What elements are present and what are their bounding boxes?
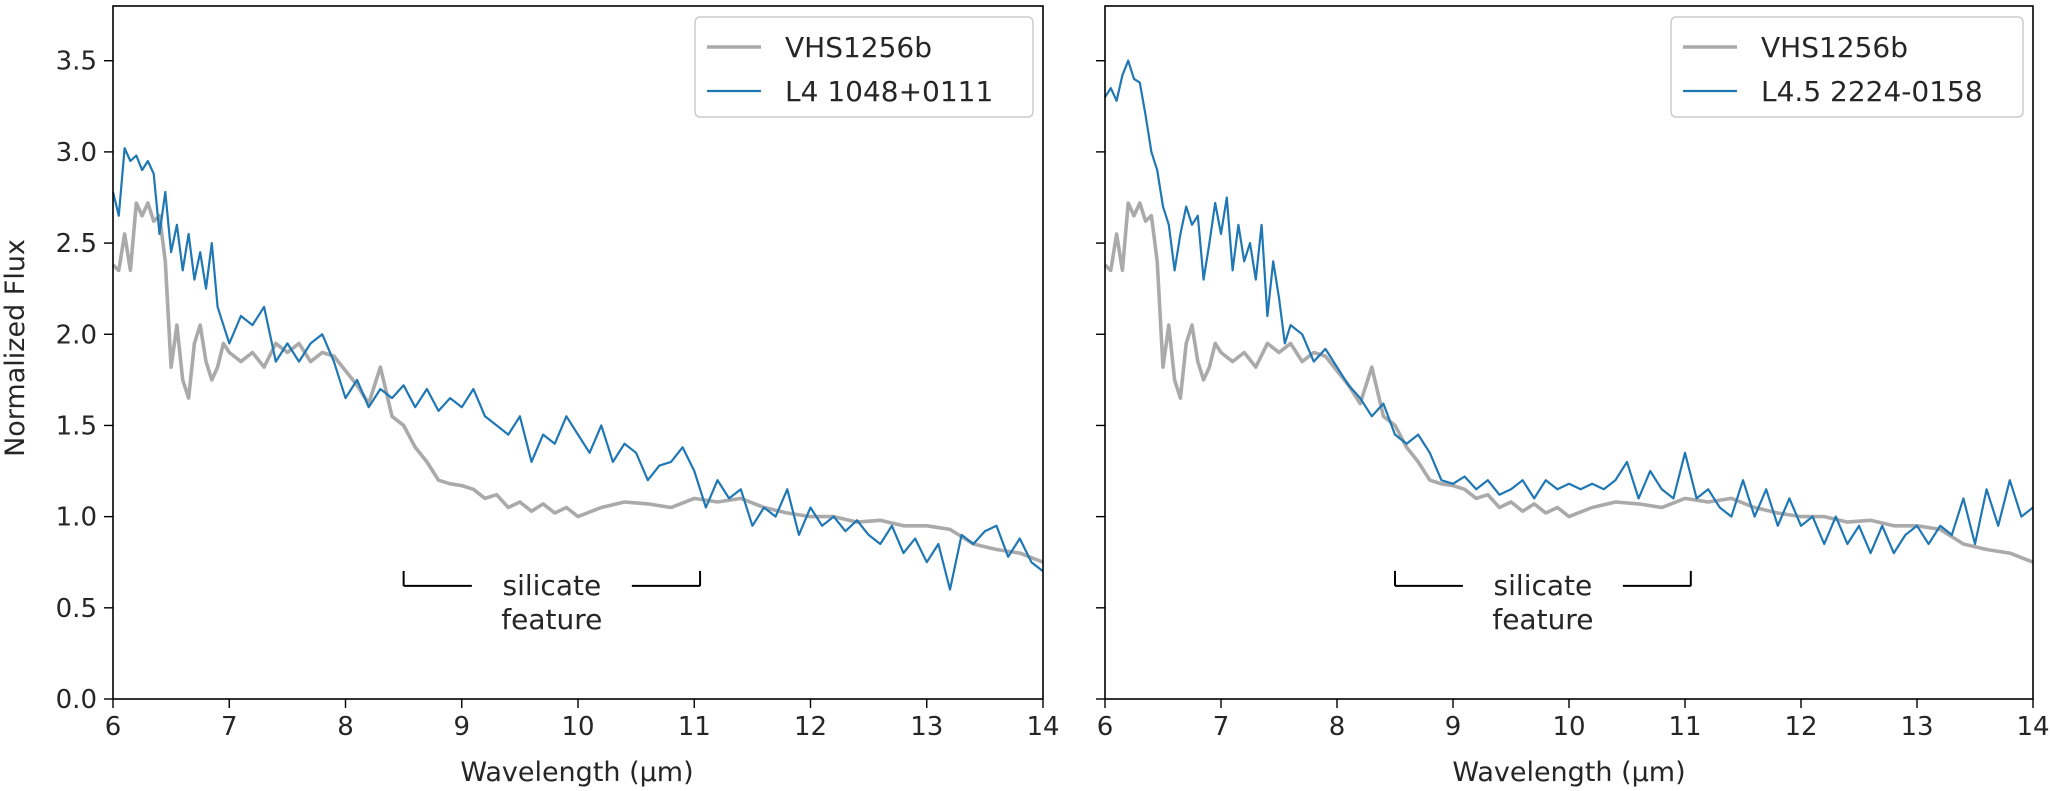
legend-entry-label: VHS1256b <box>1761 31 1908 64</box>
plot-panel-1: 6 7 8 9 10 11 12 13 14 0.0 0.5 1.0 1.5 2.0 2.5 3.0 3.5 si… <box>56 5 1060 742</box>
x-tick-label: 13 <box>1900 712 1933 742</box>
x-tick-label: 11 <box>1668 712 1701 742</box>
series-line-l4-1048-0111 <box>111 147 1044 591</box>
x-axis-label-left: Wavelength (μm) <box>460 757 693 788</box>
x-tick-label: 9 <box>1445 712 1462 742</box>
y-tick-label: 1.0 <box>56 503 97 533</box>
legend-entry-label: L4 1048+0111 <box>785 75 993 108</box>
series-line-vhs1256b <box>1103 201 2034 564</box>
x-tick-label: 10 <box>1552 712 1585 742</box>
y-tick-label: 0.5 <box>56 594 97 624</box>
x-tick-label: 8 <box>1329 712 1346 742</box>
x-tick-label: 11 <box>678 712 711 742</box>
x-tick-label: 14 <box>2016 712 2049 742</box>
series-line-l4-5-2224-0158 <box>1104 59 2034 555</box>
x-axis-label-right: Wavelength (μm) <box>1452 757 1685 788</box>
y-tick-label: 3.5 <box>56 47 97 77</box>
y-tick-label: 1.5 <box>56 411 97 441</box>
x-tick-label: 10 <box>561 712 594 742</box>
x-tick-label: 9 <box>453 712 470 742</box>
x-tick-label: 8 <box>337 712 354 742</box>
legend: VHS1256b L4.5 2224-0158 <box>1670 16 2024 118</box>
legend-entry-label: L4.5 2224-0158 <box>1761 75 1983 108</box>
series-line-vhs1256b <box>111 201 1044 564</box>
x-tick-label: 6 <box>105 712 122 742</box>
legend: VHS1256b L4 1048+0111 <box>694 16 1034 118</box>
legend-entry-label: VHS1256b <box>785 31 932 64</box>
legend-box <box>1670 16 2024 118</box>
annotation-label-line2: feature <box>1492 603 1593 636</box>
y-tick-label: 3.0 <box>56 138 97 168</box>
x-tick-label: 7 <box>221 712 238 742</box>
annotation-label-line1: silicate <box>503 569 602 602</box>
y-axis-label: Normalized Flux <box>0 239 31 457</box>
annotation-label-line1: silicate <box>1494 569 1593 602</box>
x-tick-label: 12 <box>794 712 827 742</box>
x-tick-label: 12 <box>1784 712 1817 742</box>
y-tick-label: 2.0 <box>56 320 97 350</box>
x-tick-label: 7 <box>1213 712 1230 742</box>
x-tick-label: 13 <box>910 712 943 742</box>
y-tick-label: 0.0 <box>56 685 97 715</box>
x-tick-label: 6 <box>1097 712 1114 742</box>
annotation-label-line2: feature <box>501 603 602 636</box>
y-tick-label: 2.5 <box>56 229 97 259</box>
x-tick-label: 14 <box>1026 712 1059 742</box>
legend-box <box>694 16 1034 118</box>
